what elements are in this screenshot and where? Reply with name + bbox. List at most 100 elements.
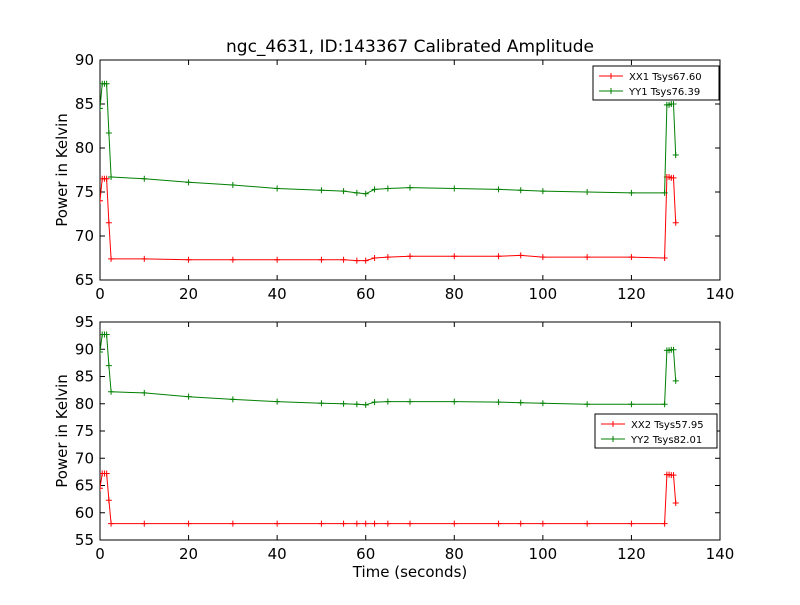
series-point <box>628 189 635 196</box>
series-point <box>185 256 192 263</box>
x-tick-label: 0 <box>95 545 105 563</box>
x-tick-label: 140 <box>706 545 735 563</box>
series-point <box>670 101 677 107</box>
x-tick-label: 40 <box>268 285 287 303</box>
y-tick-label: 65 <box>75 477 94 495</box>
series-point <box>103 470 110 477</box>
legend-box <box>592 65 720 101</box>
series-point <box>451 520 458 527</box>
series-point <box>670 174 677 181</box>
series-point <box>353 401 360 408</box>
y-axis-label: Power in Kelvin <box>53 374 71 488</box>
series-point <box>274 520 281 527</box>
x-tick-label: 120 <box>617 545 646 563</box>
y-tick-label: 60 <box>75 504 94 522</box>
series-point <box>371 186 378 193</box>
x-tick-label: 60 <box>356 545 375 563</box>
series-point <box>105 362 112 369</box>
y-tick-label: 70 <box>75 227 94 245</box>
series-point <box>661 255 668 261</box>
series-point <box>274 398 281 405</box>
series-point <box>103 80 110 87</box>
series-point <box>108 388 115 395</box>
x-tick-label: 100 <box>529 545 558 563</box>
legend-label: YY1 Tsys76.39 <box>628 87 700 98</box>
series-point <box>384 185 391 192</box>
series-point <box>185 393 192 400</box>
series-point <box>362 401 369 408</box>
legend-label: XX2 Tsys57.95 <box>631 420 704 431</box>
series-point <box>672 152 679 159</box>
series-point <box>539 188 546 195</box>
series-point <box>495 399 502 406</box>
series-point <box>495 253 502 260</box>
series-point <box>628 520 635 527</box>
chart-title: ngc_4631, ID:143367 Calibrated Amplitude <box>226 37 594 57</box>
y-tick-label: 80 <box>75 139 94 157</box>
series-point <box>103 175 110 182</box>
series-point <box>108 255 115 262</box>
series-point <box>661 401 668 408</box>
y-tick-label: 85 <box>75 95 94 113</box>
series-point <box>517 399 524 406</box>
series-point <box>353 520 360 527</box>
series-point <box>628 401 635 408</box>
series-point <box>229 520 236 527</box>
series-point <box>105 130 112 137</box>
series-point <box>103 331 110 338</box>
series-point <box>407 520 413 527</box>
series-point <box>495 520 502 527</box>
series-point <box>584 401 591 408</box>
x-tick-label: 80 <box>445 285 464 303</box>
series-point <box>628 254 635 261</box>
series-point <box>661 520 668 527</box>
series-point <box>584 189 591 195</box>
series-point <box>539 520 546 527</box>
series-point <box>229 181 236 188</box>
x-tick-label: 0 <box>95 285 105 303</box>
series-point <box>584 254 591 261</box>
series-point <box>451 185 458 192</box>
y-tick-label: 80 <box>75 395 94 413</box>
series-point <box>362 257 369 264</box>
series-point <box>539 254 546 261</box>
legend-marker <box>608 73 614 79</box>
y-tick-label: 90 <box>75 340 94 358</box>
series-point <box>105 497 112 504</box>
series-point <box>384 398 391 405</box>
y-tick-label: 75 <box>75 422 94 440</box>
legend-marker <box>610 421 616 427</box>
series-point <box>141 255 148 262</box>
series-point <box>362 520 369 527</box>
x-tick-label: 100 <box>529 285 558 303</box>
y-tick-label: 85 <box>75 368 94 386</box>
series-point <box>141 175 148 182</box>
series-point <box>108 174 115 181</box>
y-tick-label: 95 <box>75 313 94 331</box>
y-tick-label: 90 <box>75 51 94 69</box>
series-point <box>100 348 103 355</box>
legend-label: XX1 Tsys67.60 <box>629 72 702 83</box>
series-point <box>384 520 391 527</box>
x-tick-label: 20 <box>179 285 198 303</box>
legend-label: YY2 Tsys82.01 <box>630 435 702 446</box>
y-axis-label: Power in Kelvin <box>53 113 71 227</box>
series-point <box>517 187 524 194</box>
series-point <box>229 256 236 263</box>
legend-marker <box>608 88 614 94</box>
series-point <box>229 396 236 403</box>
series-point <box>661 189 668 196</box>
series-point <box>517 252 524 259</box>
series-point <box>451 398 458 405</box>
series-point <box>517 520 524 527</box>
x-tick-label: 80 <box>445 545 464 563</box>
x-axis-label: Time (seconds) <box>352 563 468 581</box>
series-point <box>340 520 347 527</box>
top-panel: 0 20 40 60 80 100 120 140 65 70 75 80 85 90 Power in K… <box>53 51 734 303</box>
y-tick-label: 55 <box>75 531 94 549</box>
series-point <box>584 520 591 527</box>
series-point <box>318 520 325 527</box>
series-point <box>371 399 378 406</box>
series-point <box>100 197 103 204</box>
